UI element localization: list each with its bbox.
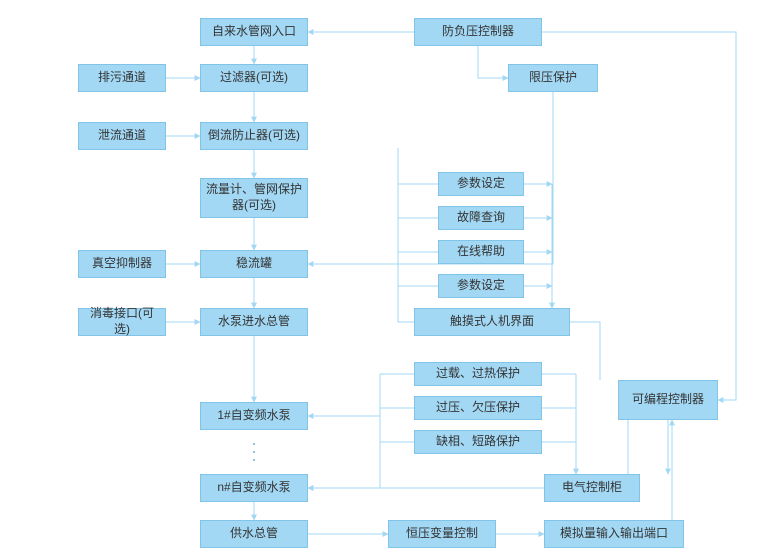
node-label: 限压保护 <box>529 70 577 86</box>
node-limit: 限压保护 <box>508 64 598 92</box>
node-label: n#自变频水泵 <box>217 480 290 496</box>
node-fault: 故障查询 <box>438 206 524 230</box>
node-label: 自来水管网入口 <box>212 24 296 40</box>
node-label: 触摸式人机界面 <box>450 314 534 330</box>
node-param2: 参数设定 <box>438 274 524 298</box>
node-label: 过载、过热保护 <box>436 366 520 382</box>
node-label: 恒压变量控制 <box>406 526 478 542</box>
node-pump1: 1#自变频水泵 <box>200 402 308 430</box>
node-label: 模拟量输入输出端口 <box>560 526 668 542</box>
node-label: 防负压控制器 <box>442 24 514 40</box>
node-overheat: 过载、过热保护 <box>414 362 542 386</box>
node-label: 在线帮助 <box>457 244 505 260</box>
node-inlet: 自来水管网入口 <box>200 18 308 46</box>
node-pumpn: n#自变频水泵 <box>200 474 308 502</box>
node-label: 倒流防止器(可选) <box>208 128 300 144</box>
node-label: 可编程控制器 <box>632 392 704 408</box>
node-label: 真空抑制器 <box>92 256 152 272</box>
node-drain: 排污通道 <box>78 64 166 92</box>
node-label: 参数设定 <box>457 278 505 294</box>
node-negpress: 防负压控制器 <box>414 18 542 46</box>
node-overvolt: 过压、欠压保护 <box>414 396 542 420</box>
node-plc: 可编程控制器 <box>618 380 718 420</box>
node-flowmeter: 流量计、管网保护器(可选) <box>200 178 308 218</box>
node-tank: 稳流罐 <box>200 250 308 278</box>
node-label: 缺相、短路保护 <box>436 434 520 450</box>
node-help: 在线帮助 <box>438 240 524 264</box>
node-disinfect: 消毒接口(可选) <box>78 308 166 336</box>
node-label: 供水总管 <box>230 526 278 542</box>
node-hmi: 触摸式人机界面 <box>414 308 570 336</box>
node-backflow: 倒流防止器(可选) <box>200 122 308 150</box>
node-filter: 过滤器(可选) <box>200 64 308 92</box>
node-label: 故障查询 <box>457 210 505 226</box>
node-param1: 参数设定 <box>438 172 524 196</box>
node-constp: 恒压变量控制 <box>388 520 496 548</box>
flowchart-canvas: 自来水管网入口排污通道 过滤器(可选) 泄流通道 倒流防止器(可选) 流量计、管网保护器… <box>0 0 764 558</box>
node-label: 流量计、管网保护器(可选) <box>205 182 303 213</box>
node-elecab: 电气控制柜 <box>544 474 640 502</box>
node-analog: 模拟量输入输出端口 <box>544 520 684 548</box>
node-vacuum: 真空抑制器 <box>78 250 166 278</box>
node-label: 排污通道 <box>98 70 146 86</box>
node-leak: 泄流通道 <box>78 122 166 150</box>
node-label: 消毒接口(可选) <box>83 306 161 337</box>
node-label: 过滤器(可选) <box>220 70 288 86</box>
ellipsis-dot <box>253 451 255 453</box>
node-label: 电气控制柜 <box>562 480 622 496</box>
node-label: 1#自变频水泵 <box>217 408 290 424</box>
node-supply: 供水总管 <box>200 520 308 548</box>
node-phase: 缺相、短路保护 <box>414 430 542 454</box>
node-label: 水泵进水总管 <box>218 314 290 330</box>
node-pumpin: 水泵进水总管 <box>200 308 308 336</box>
ellipsis-dot <box>253 459 255 461</box>
node-label: 参数设定 <box>457 176 505 192</box>
node-label: 过压、欠压保护 <box>436 400 520 416</box>
ellipsis-dot <box>253 443 255 445</box>
node-label: 稳流罐 <box>236 256 272 272</box>
node-label: 泄流通道 <box>98 128 146 144</box>
